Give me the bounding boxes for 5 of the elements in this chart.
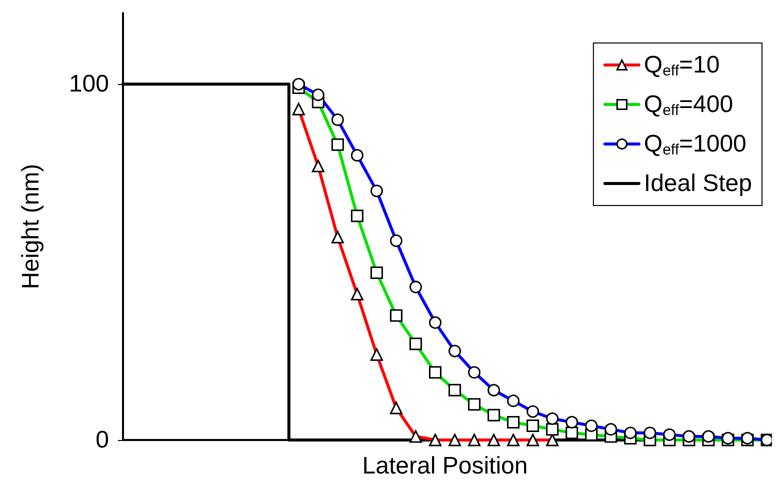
x-axis-title: Lateral Position [362,452,528,480]
y-tick-label: 100 [68,70,109,98]
legend-label: Ideal Step [644,170,752,197]
y-axis-title: Height (nm) [18,164,44,290]
y-tick-label: 0 [96,426,109,454]
